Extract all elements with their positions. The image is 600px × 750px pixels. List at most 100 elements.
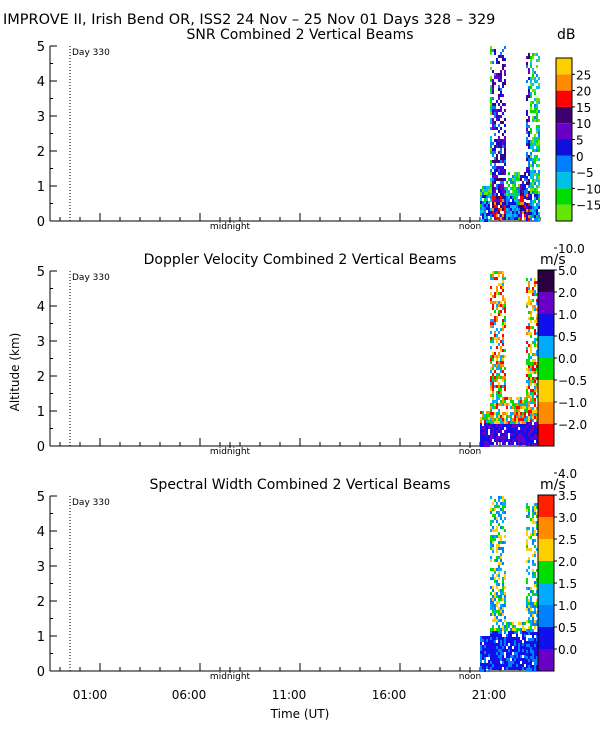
data-cell bbox=[504, 403, 506, 406]
data-cell bbox=[480, 648, 482, 651]
data-cell bbox=[528, 95, 530, 98]
data-cell bbox=[500, 70, 502, 73]
data-cell bbox=[536, 206, 538, 209]
data-cell bbox=[520, 640, 522, 643]
data-cell bbox=[532, 359, 534, 362]
data-cell bbox=[504, 433, 506, 436]
data-cell bbox=[502, 562, 504, 565]
data-cell bbox=[504, 658, 506, 661]
data-cell bbox=[500, 508, 502, 511]
data-cell bbox=[496, 154, 498, 157]
data-cell bbox=[496, 595, 498, 598]
data-cell bbox=[484, 432, 486, 435]
data-cell bbox=[498, 397, 500, 400]
data-cell bbox=[518, 406, 520, 409]
data-cell bbox=[500, 496, 502, 499]
data-cell bbox=[538, 212, 540, 215]
data-cell bbox=[512, 418, 514, 421]
data-cell bbox=[526, 374, 528, 377]
data-cell bbox=[484, 189, 486, 192]
data-cell bbox=[498, 94, 500, 97]
data-cell bbox=[528, 317, 530, 320]
data-cell bbox=[524, 175, 526, 178]
data-cell bbox=[500, 613, 502, 616]
data-cell bbox=[522, 625, 524, 628]
data-cell bbox=[536, 668, 538, 671]
data-cell bbox=[492, 70, 494, 73]
data-cell bbox=[494, 202, 496, 205]
data-cell bbox=[536, 407, 538, 410]
figure-header: IMPROVE II, Irish Bend OR, ISS2 24 Nov –… bbox=[3, 12, 495, 28]
data-cell bbox=[532, 593, 534, 596]
data-cell bbox=[532, 398, 534, 401]
data-cell bbox=[486, 429, 488, 432]
data-cell bbox=[500, 349, 502, 352]
data-cell bbox=[528, 512, 530, 515]
data-cell bbox=[530, 638, 532, 641]
data-cell bbox=[536, 644, 538, 647]
data-cell bbox=[500, 664, 502, 667]
data-cell bbox=[508, 622, 510, 625]
data-cell bbox=[532, 206, 534, 209]
data-cell bbox=[490, 325, 492, 328]
data-cell bbox=[506, 190, 508, 193]
data-cell bbox=[512, 412, 514, 415]
data-cell bbox=[536, 143, 538, 146]
data-cell bbox=[492, 85, 494, 88]
data-cell bbox=[534, 89, 536, 92]
data-cell bbox=[518, 439, 520, 442]
data-cell bbox=[532, 629, 534, 632]
data-cell bbox=[530, 65, 532, 68]
data-cell bbox=[500, 79, 502, 82]
data-cell bbox=[496, 517, 498, 520]
data-cell bbox=[496, 412, 498, 415]
data-cell bbox=[528, 212, 530, 215]
data-cell bbox=[512, 193, 514, 196]
data-cell bbox=[494, 193, 496, 196]
data-cell bbox=[494, 436, 496, 439]
data-cell bbox=[536, 215, 538, 218]
data-cell bbox=[516, 439, 518, 442]
data-cell bbox=[512, 421, 514, 424]
data-cell bbox=[528, 440, 530, 443]
data-cell bbox=[494, 412, 496, 415]
data-cell bbox=[506, 634, 508, 637]
data-cell bbox=[500, 556, 502, 559]
data-cell bbox=[494, 106, 496, 109]
data-cell bbox=[492, 394, 494, 397]
data-cell bbox=[490, 421, 492, 424]
data-cell bbox=[532, 137, 534, 140]
data-cell bbox=[480, 417, 482, 420]
data-cell bbox=[500, 160, 502, 163]
data-cell bbox=[510, 652, 512, 655]
data-cell bbox=[510, 631, 512, 634]
data-cell bbox=[482, 636, 484, 639]
data-cell bbox=[532, 146, 534, 149]
data-cell bbox=[514, 211, 516, 214]
data-cell bbox=[528, 380, 530, 383]
data-cell bbox=[480, 645, 482, 648]
data-cell bbox=[494, 655, 496, 658]
data-cell bbox=[504, 214, 506, 217]
colorbar-swatch bbox=[556, 188, 572, 205]
data-cell bbox=[492, 433, 494, 436]
data-cell bbox=[500, 370, 502, 373]
data-cell bbox=[484, 642, 486, 645]
data-cell bbox=[504, 298, 506, 301]
data-cell bbox=[518, 661, 520, 664]
data-cell bbox=[508, 655, 510, 658]
data-cell bbox=[514, 667, 516, 670]
data-cell bbox=[492, 199, 494, 202]
data-cell bbox=[536, 125, 538, 128]
data-cell bbox=[494, 505, 496, 508]
data-cell bbox=[492, 631, 494, 634]
data-cell bbox=[528, 167, 530, 170]
data-cell bbox=[534, 422, 536, 425]
data-cell bbox=[486, 438, 488, 441]
data-cell bbox=[480, 420, 482, 423]
data-cell bbox=[502, 658, 504, 661]
data-cell bbox=[490, 346, 492, 349]
data-cell bbox=[534, 104, 536, 107]
data-cell bbox=[526, 608, 528, 611]
data-cell bbox=[534, 92, 536, 95]
